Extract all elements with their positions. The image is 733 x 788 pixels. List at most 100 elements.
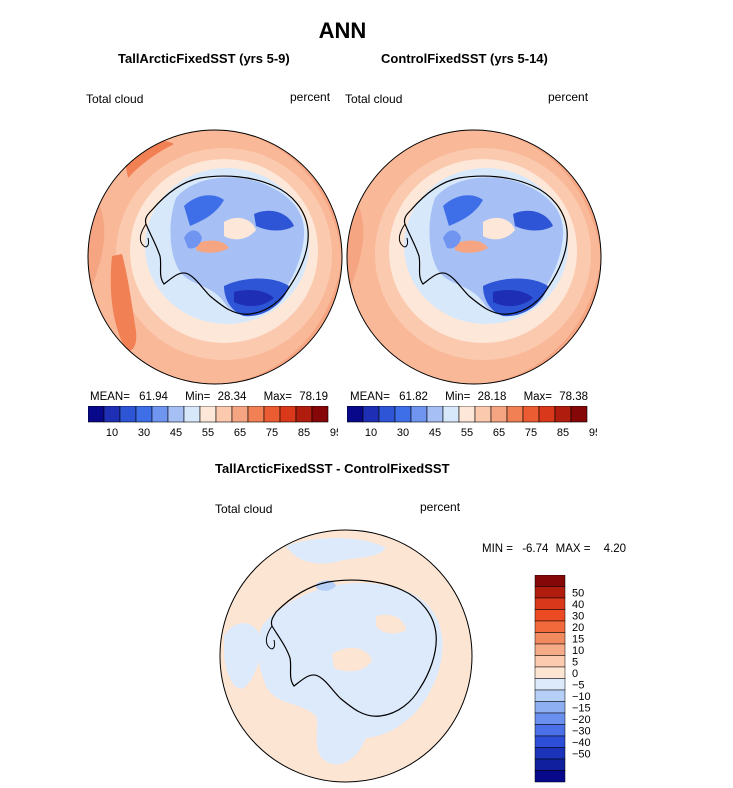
difference-polar-map [219,529,473,783]
map-fill-negative-strong [316,580,336,591]
colorbar-tick-label: 85 [557,427,569,439]
map-fill-low-cloud-1 [184,195,224,226]
colorbar-swatch [554,406,572,423]
colorbar-tick-label: −40 [572,737,591,749]
difference-variable: Total cloud [215,502,273,516]
colorbar-tick-label: 40 [572,599,584,611]
mean-label: MEAN= [350,391,390,403]
colorbar-tick-label: −15 [572,702,591,714]
max-value: 4.20 [603,543,627,555]
colorbar-tick-label: 65 [493,427,505,439]
colorbar-tick-label: 50 [572,587,584,599]
panel-2-colorbar: 10 30 45 55 65 75 85 95 [347,406,597,439]
colorbar-swatch [119,406,137,423]
panel-2-variable: Total cloud [345,92,403,106]
colorbar-swatch [410,406,428,423]
panel-1-polar-map [87,129,343,385]
coastline-peninsula [265,625,275,650]
panel-2-units: percent [548,90,589,104]
map-fill-positive-island-2 [376,614,406,634]
min-label: Min= [445,391,471,403]
colorbar-swatch [442,406,460,423]
colorbar-swatch [215,406,233,423]
colorbar-tick-label: 45 [170,427,182,439]
map-boundary [219,529,473,783]
colorbar-tick-label: −30 [572,725,591,737]
difference-units: percent [420,500,461,514]
colorbar-tick-label: 95 [330,427,338,439]
max-value: 78.19 [299,391,329,403]
panel-2-stats: MEAN= 61.82 Min= 28.18 Max= 78.38 [350,391,588,403]
colorbar-swatch [570,406,588,423]
map-fill-positive-island-1 [332,647,372,672]
colorbar-swatch [231,406,249,423]
colorbar-swatch [458,406,476,423]
colorbar-swatch [522,406,540,423]
colorbar-tick-label: 75 [525,427,537,439]
colorbar-swatch [534,632,566,645]
colorbar-swatch [534,597,566,610]
colorbar-swatch [490,406,508,423]
min-label: MIN = [482,543,513,555]
map-fill-low-cloud-2 [254,210,294,231]
panel-1-title: TallArcticFixedSST (yrs 5-9) [118,51,290,66]
mean-value: 61.94 [139,391,168,403]
max-label: MAX = [555,543,591,555]
map-fill-plateau-2 [455,240,488,253]
colorbar-swatch [534,666,566,679]
colorbar-swatch [534,724,566,737]
panel-2-polar-map [346,129,602,385]
colorbar-swatch [347,406,364,423]
colorbar-swatch [534,758,566,771]
min-value: -6.74 [522,543,549,555]
panel-2-title: ControlFixedSST (yrs 5-14) [381,51,548,66]
colorbar-tick-label: −5 [572,679,585,691]
coastline-peninsula [139,223,149,248]
colorbar-tick-label: −20 [572,714,591,726]
colorbar-swatch [378,406,396,423]
colorbar-swatch [534,609,566,622]
colorbar-tick-label: 75 [266,427,278,439]
colorbar-tick-label: 45 [429,427,441,439]
panel-1-variable: Total cloud [86,92,144,106]
colorbar-swatch [151,406,169,423]
colorbar-swatch [534,575,566,587]
colorbar-tick-label: 30 [138,427,150,439]
map-fill-plateau-1 [483,217,515,240]
colorbar-swatch [534,678,566,691]
colorbar-swatch [247,406,265,423]
colorbar-swatch [534,620,566,633]
map-fill-low-cloud-4 [234,290,274,307]
colorbar-tick-label: 30 [572,610,584,622]
map-fill-low-cloud-5 [184,230,202,249]
panel-1-colorbar: 10 30 45 55 65 75 85 95 [88,406,338,439]
max-label: Max= [523,391,553,403]
colorbar-swatch [534,655,566,668]
colorbar-swatch [474,406,492,423]
colorbar-swatch [534,747,566,760]
map-fill-low-cloud-1 [443,195,483,226]
colorbar-swatch [279,406,297,423]
map-boundary [346,129,602,385]
min-value: 28.18 [477,391,507,403]
colorbar-swatch [534,735,566,748]
colorbar-swatch [534,643,566,656]
colorbar-tick-label: 10 [572,645,584,657]
map-fill-plateau-1 [224,217,256,240]
colorbar-swatch [538,406,556,423]
colorbar-tick-label: −50 [572,748,591,760]
colorbar-swatch [534,586,566,599]
min-label: Min= [185,391,211,403]
colorbar-swatch [295,406,313,423]
colorbar-swatch [362,406,380,423]
colorbar-tick-label: 0 [572,668,578,680]
colorbar-swatch [426,406,444,423]
coastline-peninsula [398,223,408,248]
map-fill-low-cloud-5 [443,230,461,249]
map-fill-plateau-2 [196,240,229,253]
coastline-antarctica [270,579,437,717]
colorbar-swatch [534,770,566,783]
figure-title: ANN [318,18,367,43]
coastline-antarctica [144,175,309,315]
